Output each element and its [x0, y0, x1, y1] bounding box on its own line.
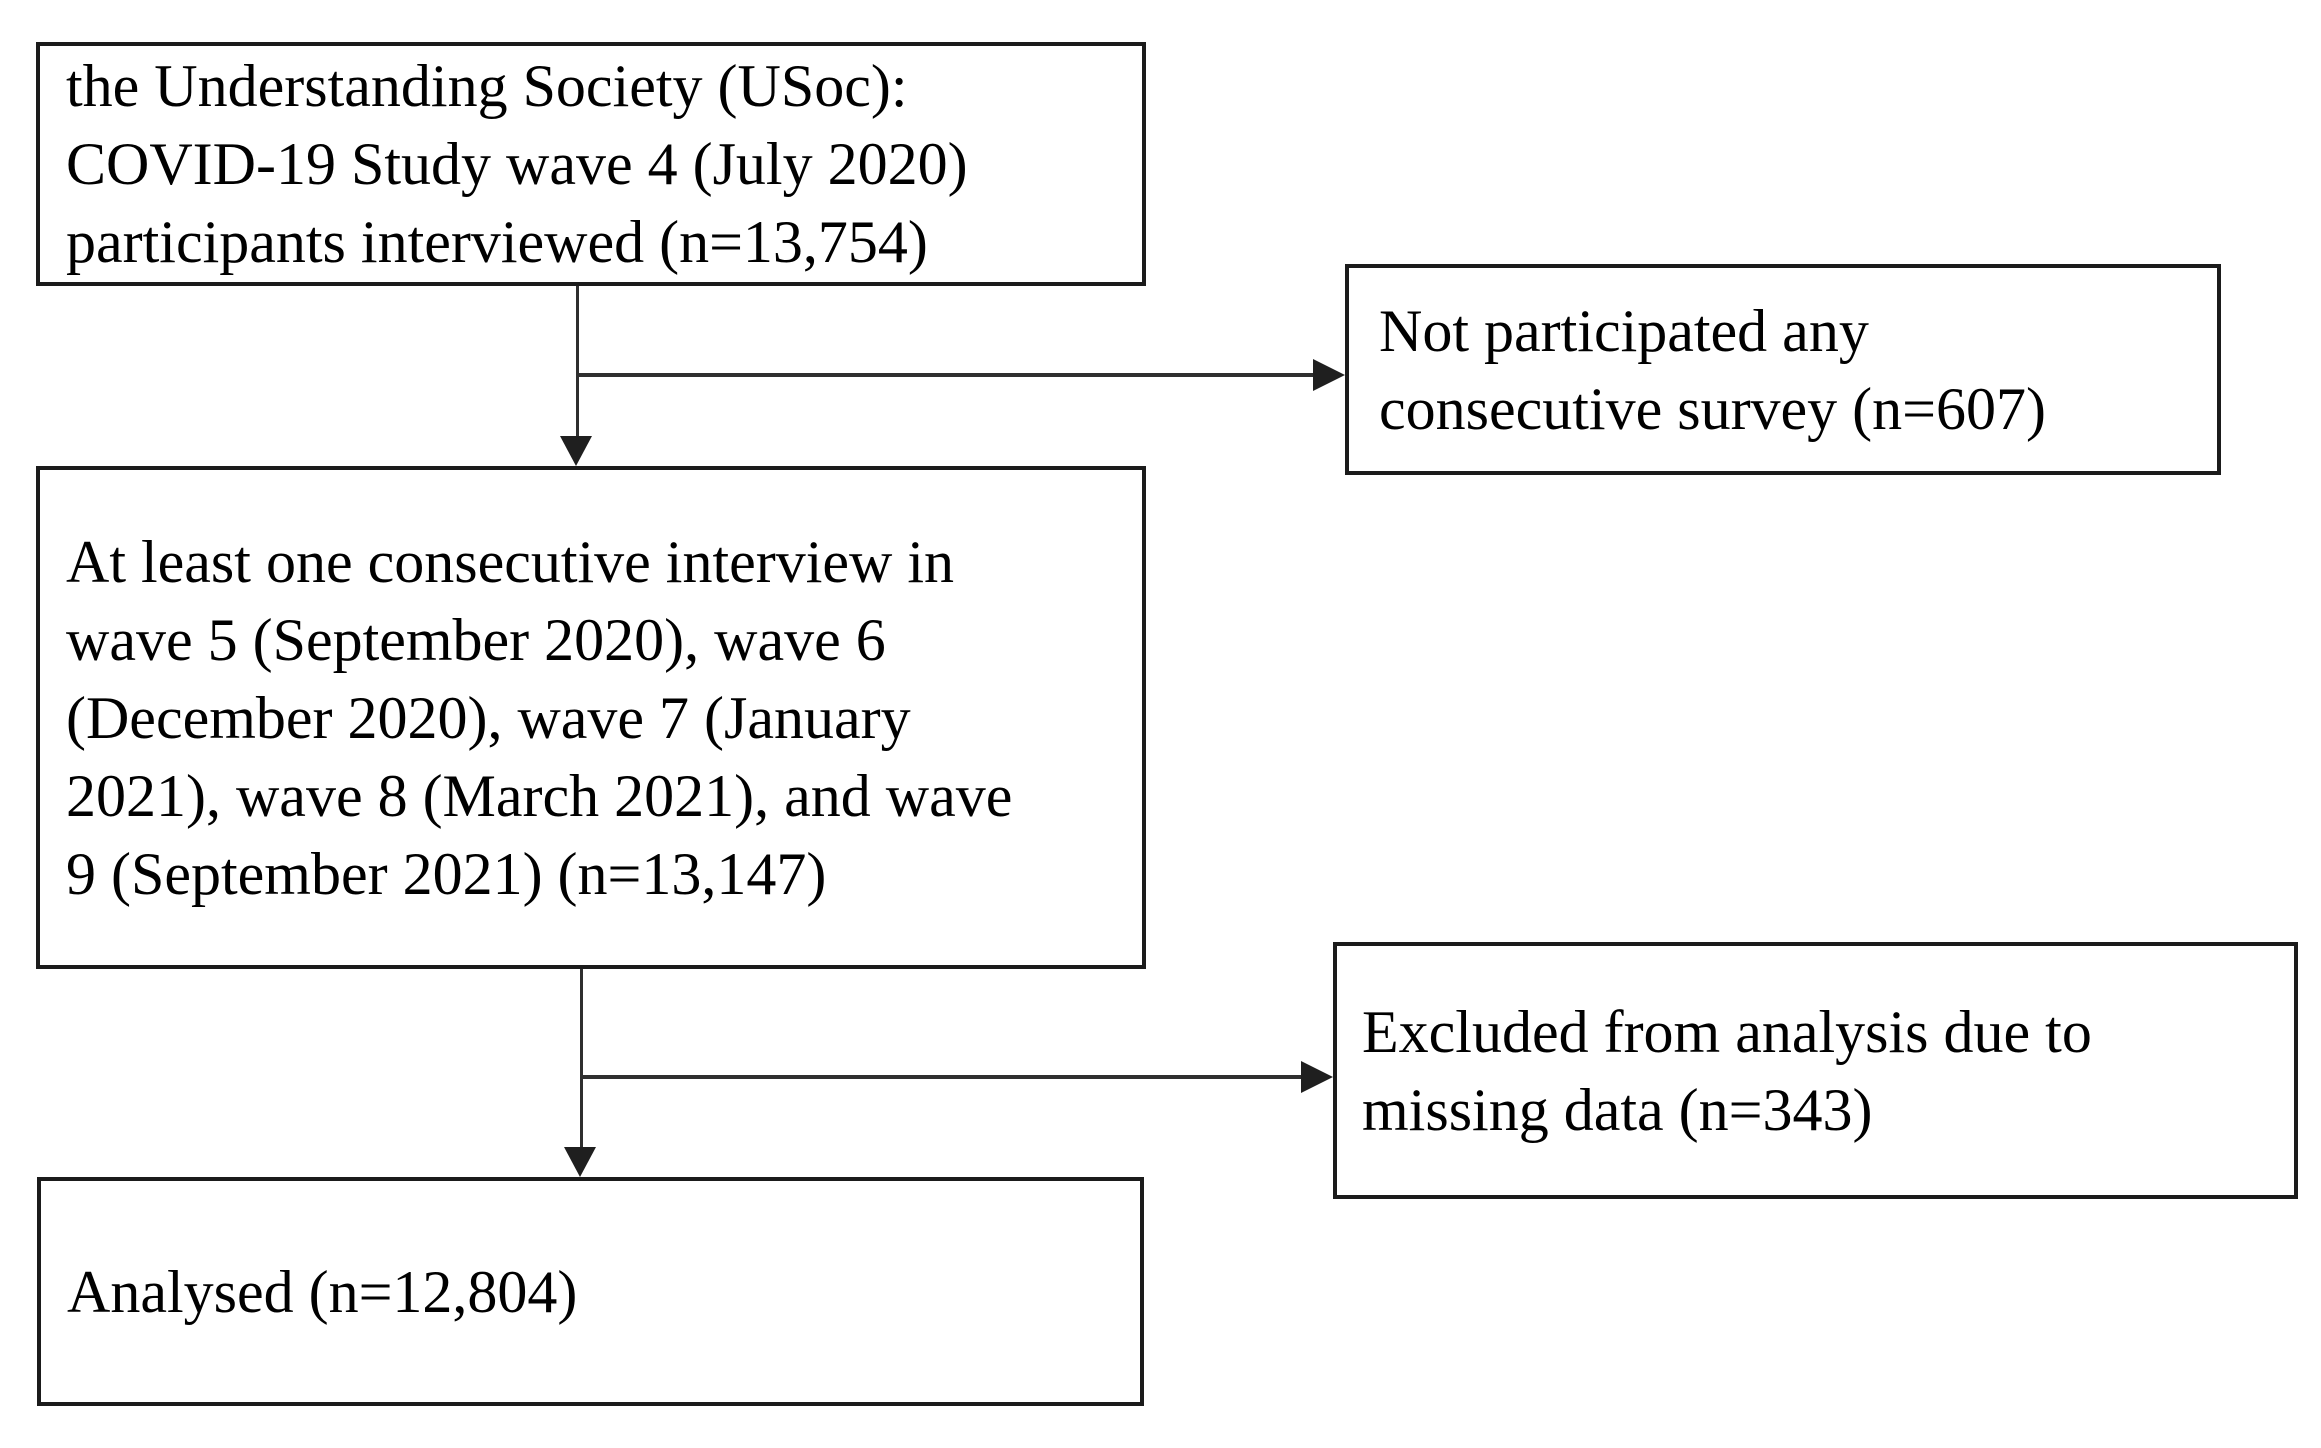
flow-box-wave4-line-1: the Understanding Society (USoc):: [66, 53, 908, 119]
flow-box-not-participated-line-1: Not participated any: [1379, 297, 1869, 364]
connector-consecutive-to-analysed-line: [580, 969, 583, 1149]
connector-wave4-to-not-participated-line: [577, 373, 1314, 377]
flow-box-wave4-line-2: COVID-19 Study wave 4 (July 2020): [66, 131, 968, 197]
flow-box-consecutive-interview: At least one consecutive interview in wa…: [36, 466, 1146, 969]
arrowhead-down-icon: [560, 436, 592, 466]
flow-box-excluded: Excluded from analysis due to missing da…: [1333, 942, 2298, 1199]
flow-box-consecutive-line-3: (December 2020), wave 7 (January: [66, 684, 911, 751]
flow-box-consecutive-line-1: At least one consecutive interview in: [66, 528, 955, 595]
flow-box-excluded-line-2: missing data (n=343): [1362, 1076, 1873, 1143]
flow-box-wave4-participants: the Understanding Society (USoc): COVID-…: [36, 42, 1146, 286]
flow-box-consecutive-line-5: 9 (September 2021) (n=13,147): [66, 840, 827, 907]
flow-box-not-participated: Not participated any consecutive survey …: [1345, 264, 2221, 475]
flow-box-analysed: Analysed (n=12,804): [37, 1177, 1144, 1406]
connector-consecutive-to-excluded-line: [581, 1075, 1301, 1079]
flow-box-consecutive-line-4: 2021), wave 8 (March 2021), and wave: [66, 762, 1013, 829]
flow-box-analysed-line-1: Analysed (n=12,804): [67, 1258, 578, 1325]
flow-box-not-participated-line-2: consecutive survey (n=607): [1379, 375, 2046, 442]
connector-wave4-to-consecutive-line: [576, 286, 579, 438]
arrowhead-right-icon: [1301, 1061, 1333, 1093]
arrowhead-down-icon: [564, 1147, 596, 1177]
arrowhead-right-icon: [1313, 359, 1345, 391]
flow-box-consecutive-line-2: wave 5 (September 2020), wave 6: [66, 606, 886, 673]
flow-box-excluded-line-1: Excluded from analysis due to: [1362, 998, 2092, 1065]
flow-box-wave4-line-3: participants interviewed (n=13,754): [66, 209, 928, 275]
